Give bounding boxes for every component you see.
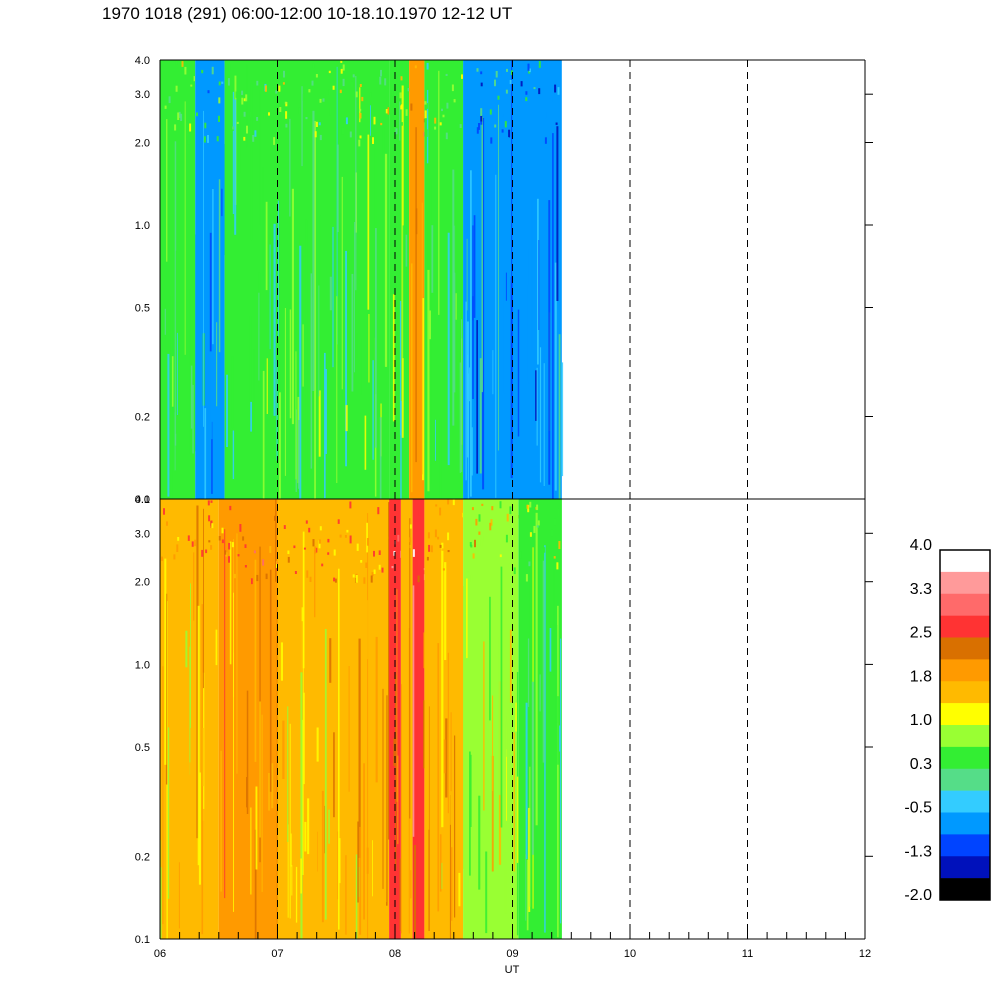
- band-texture-upper-4: [349, 69, 390, 499]
- colorbar-swatch: [940, 768, 990, 791]
- colorbar-swatch: [940, 615, 990, 638]
- colorbar-label: 0.3: [910, 756, 932, 773]
- panel-lower: [160, 499, 562, 939]
- x-tick-label: 09: [506, 948, 518, 960]
- colorbar-swatch: [940, 878, 990, 901]
- colorbar-swatch: [940, 659, 990, 682]
- y-tick-label-lower: 0.1: [135, 934, 150, 946]
- x-tick-label: 08: [389, 948, 401, 960]
- band-lower-6: [424, 499, 464, 939]
- colorbar-swatch: [940, 725, 990, 748]
- band-texture-upper-2: [226, 63, 279, 499]
- y-tick-label-lower: 1.0: [135, 659, 150, 671]
- chart-title: 1970 1018 (291) 06:00-12:00 10-18.10.197…: [102, 4, 513, 23]
- hour-gridlines: [277, 60, 748, 939]
- y-axis-labels: 0.10.20.51.02.03.04.00.10.20.51.02.03.04…: [135, 55, 873, 946]
- x-axis-label: UT: [505, 964, 520, 976]
- x-tick-label: 12: [859, 948, 871, 960]
- y-tick-label-lower: 3.0: [135, 528, 150, 540]
- x-axis: 06 07 08 09 10 11 12: [154, 927, 871, 960]
- panel-upper: [160, 60, 564, 499]
- colorbar-swatch: [940, 550, 990, 573]
- colorbar-label: 1.0: [910, 712, 932, 729]
- y-tick-label-upper: 2.0: [135, 138, 150, 150]
- band-texture-upper-0: [164, 60, 196, 499]
- colorbar-swatch: [940, 856, 990, 879]
- colorbar-swatch: [940, 593, 990, 616]
- colorbar-swatch: [940, 703, 990, 726]
- x-tick-label: 06: [154, 948, 166, 960]
- colorbar-label: -2.0: [904, 887, 932, 904]
- y-tick-label-upper: 4.0: [135, 55, 150, 67]
- band-lower-4: [400, 499, 413, 939]
- colorbar-swatch: [940, 571, 990, 595]
- y-tick-label-upper: 3.0: [135, 89, 150, 101]
- band-lower-5: [412, 499, 425, 939]
- y-tick-label-lower: 4.0: [135, 494, 150, 506]
- band-texture-lower-4: [401, 500, 412, 934]
- band-texture-lower-6: [426, 499, 465, 939]
- colorbar-swatch: [940, 746, 990, 770]
- colorbar-label: 4.0: [910, 537, 932, 554]
- x-tick-label: 07: [271, 948, 283, 960]
- colorbar-label: 3.3: [910, 581, 932, 598]
- x-tick-label: 10: [624, 948, 636, 960]
- band-lower-3: [389, 499, 401, 939]
- colorbar-swatch: [940, 790, 990, 813]
- colorbar-label: -1.3: [904, 843, 932, 860]
- colorbar-label: 2.5: [910, 625, 932, 642]
- y-tick-label-lower: 0.2: [135, 851, 150, 863]
- colorbar-swatch: [940, 637, 990, 660]
- x-tick-label: 11: [742, 948, 753, 960]
- band-texture-lower-0: [160, 500, 218, 939]
- colorbar-swatch: [940, 681, 990, 704]
- colorbar-label: -0.5: [904, 800, 932, 817]
- y-tick-label-upper: 1.0: [135, 220, 150, 232]
- colorbar-border: [939, 549, 991, 901]
- band-texture-lower-8: [519, 501, 562, 938]
- colorbar-swatch: [940, 812, 990, 835]
- y-tick-label-lower: 0.5: [135, 742, 150, 754]
- colorbar-label: 1.8: [910, 668, 932, 685]
- spectrogram-panels: [160, 60, 564, 939]
- band-texture-lower-2: [278, 501, 390, 939]
- band-texture-upper-8: [464, 60, 564, 499]
- y-tick-label-upper: 0.2: [135, 412, 150, 424]
- band-upper-0: [160, 60, 196, 499]
- colorbar-swatch: [940, 834, 990, 857]
- band-texture-upper-3: [277, 60, 348, 499]
- band-texture-upper-5: [391, 76, 410, 499]
- y-tick-label-upper: 0.5: [135, 303, 150, 315]
- colorbar: 4.0 3.3 2.5 1.8 1.0 0.3 -0.5 -1.3 -2.0: [904, 537, 991, 904]
- band-texture-lower-7: [466, 501, 521, 936]
- band-texture-upper-7: [424, 62, 463, 499]
- y-tick-label-lower: 2.0: [135, 577, 150, 589]
- y-tick-label-upper: 0.1: [135, 494, 150, 506]
